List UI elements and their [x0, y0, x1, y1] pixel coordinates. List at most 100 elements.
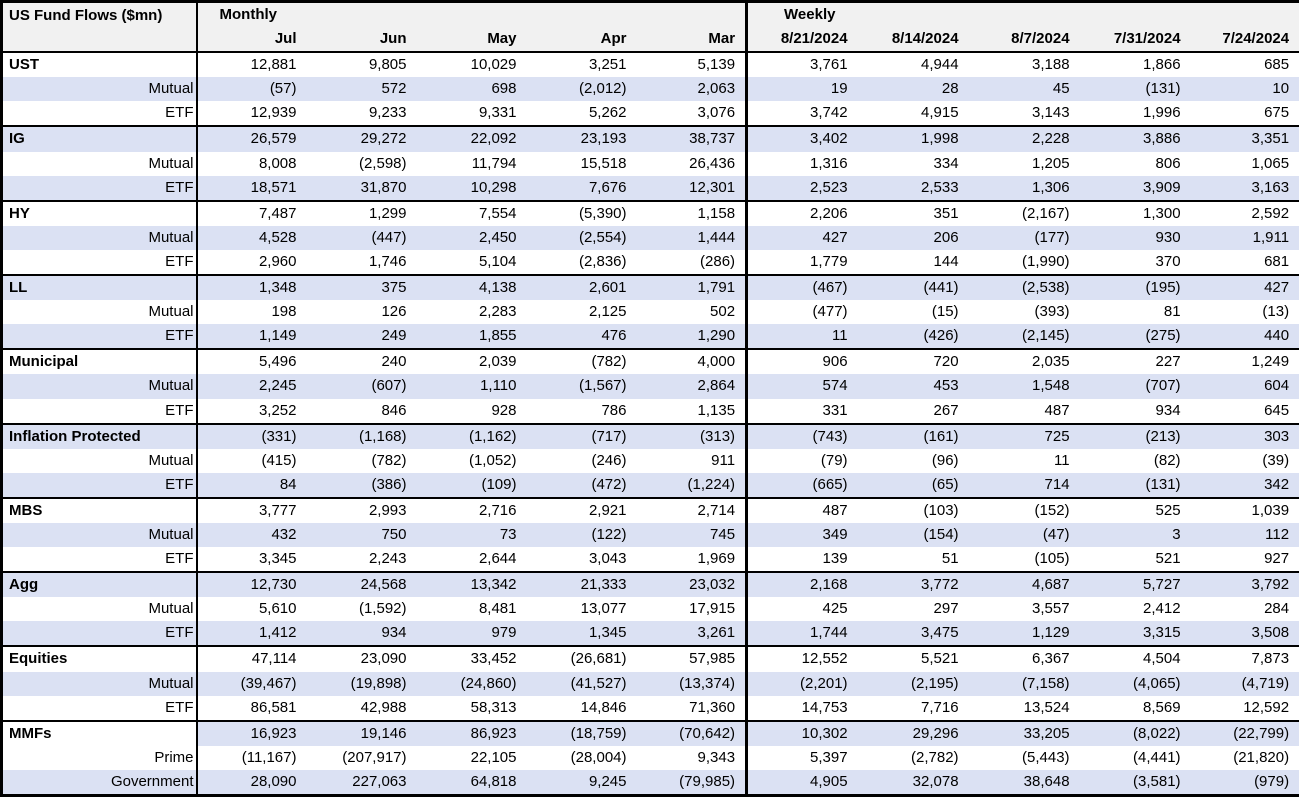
value-cell: 5,397 [747, 746, 858, 770]
value-cell: 58,313 [417, 696, 527, 721]
value-cell: 3,792 [1191, 572, 1299, 597]
value-cell: 10 [1191, 77, 1299, 101]
value-cell: (79,985) [637, 770, 747, 796]
value-cell: 604 [1191, 374, 1299, 398]
value-cell: 1,205 [969, 152, 1080, 176]
value-cell: (82) [1080, 449, 1191, 473]
value-cell: (467) [747, 275, 858, 300]
value-cell: (39,467) [197, 672, 307, 696]
value-cell: 1,299 [307, 201, 417, 226]
value-cell: 3,909 [1080, 176, 1191, 201]
value-cell: 1,290 [637, 324, 747, 349]
value-cell: (18,759) [527, 721, 637, 746]
value-cell: 249 [307, 324, 417, 349]
header-row-sections: US Fund Flows ($mn) Monthly Weekly [2, 2, 1299, 28]
sub-label: ETF [2, 621, 197, 646]
value-cell: 1,548 [969, 374, 1080, 398]
value-cell: 3,475 [858, 621, 969, 646]
value-cell: 12,301 [637, 176, 747, 201]
value-cell: 5,262 [527, 101, 637, 126]
value-cell: 3,261 [637, 621, 747, 646]
value-cell: 11 [747, 324, 858, 349]
group-label: MBS [2, 498, 197, 523]
value-cell: (782) [527, 349, 637, 374]
value-cell: (207,917) [307, 746, 417, 770]
value-cell: (21,820) [1191, 746, 1299, 770]
value-cell: 4,504 [1080, 646, 1191, 671]
value-cell: 144 [858, 250, 969, 275]
value-cell: 720 [858, 349, 969, 374]
value-cell: (131) [1080, 77, 1191, 101]
row-inflation-protected-mutual: Mutual(415)(782)(1,052)(246)911(79)(96)1… [2, 449, 1299, 473]
sub-label: ETF [2, 547, 197, 572]
value-cell: 8,569 [1080, 696, 1191, 721]
value-cell: 3,043 [527, 547, 637, 572]
value-cell: 3,351 [1191, 126, 1299, 151]
sub-label: ETF [2, 176, 197, 201]
value-cell: (707) [1080, 374, 1191, 398]
value-cell: (441) [858, 275, 969, 300]
value-cell: 7,873 [1191, 646, 1299, 671]
value-cell: 2,921 [527, 498, 637, 523]
value-cell: 2,714 [637, 498, 747, 523]
sub-label: ETF [2, 324, 197, 349]
value-cell: 8,481 [417, 597, 527, 621]
value-cell: 1,158 [637, 201, 747, 226]
value-cell: (665) [747, 473, 858, 498]
value-cell: 38,648 [969, 770, 1080, 796]
value-cell: 7,676 [527, 176, 637, 201]
value-cell: (8,022) [1080, 721, 1191, 746]
value-cell: (3,581) [1080, 770, 1191, 796]
value-cell: (2,195) [858, 672, 969, 696]
value-cell: 4,905 [747, 770, 858, 796]
value-cell: 3,557 [969, 597, 1080, 621]
value-cell: 572 [307, 77, 417, 101]
value-cell: 806 [1080, 152, 1191, 176]
value-cell: (2,598) [307, 152, 417, 176]
value-cell: 71,360 [637, 696, 747, 721]
section-label-weekly: Weekly [747, 2, 1299, 28]
value-cell: 574 [747, 374, 858, 398]
value-cell: 2,450 [417, 226, 527, 250]
sub-label: Mutual [2, 77, 197, 101]
value-cell: (275) [1080, 324, 1191, 349]
value-cell: (717) [527, 424, 637, 449]
value-cell: 33,452 [417, 646, 527, 671]
value-cell: 750 [307, 523, 417, 547]
value-cell: 502 [637, 300, 747, 324]
value-cell: (331) [197, 424, 307, 449]
column-header-7-31-2024: 7/31/2024 [1080, 27, 1191, 52]
value-cell: 3,402 [747, 126, 858, 151]
value-cell: 906 [747, 349, 858, 374]
value-cell: 1,135 [637, 399, 747, 424]
value-cell: 227,063 [307, 770, 417, 796]
group-label: LL [2, 275, 197, 300]
value-cell: 4,000 [637, 349, 747, 374]
value-cell: 3,076 [637, 101, 747, 126]
sub-label: Mutual [2, 300, 197, 324]
value-cell: 14,753 [747, 696, 858, 721]
value-cell: 1,911 [1191, 226, 1299, 250]
value-cell: 29,296 [858, 721, 969, 746]
value-cell: (13,374) [637, 672, 747, 696]
value-cell: 427 [1191, 275, 1299, 300]
value-cell: (28,004) [527, 746, 637, 770]
value-cell: 73 [417, 523, 527, 547]
sub-label: Prime [2, 746, 197, 770]
value-cell: 12,592 [1191, 696, 1299, 721]
value-cell: 2,716 [417, 498, 527, 523]
value-cell: (5,443) [969, 746, 1080, 770]
value-cell: 16,923 [197, 721, 307, 746]
group-label: HY [2, 201, 197, 226]
value-cell: (1,052) [417, 449, 527, 473]
value-cell: 206 [858, 226, 969, 250]
value-cell: 23,032 [637, 572, 747, 597]
sub-label: ETF [2, 473, 197, 498]
value-cell: (1,592) [307, 597, 417, 621]
value-cell: 370 [1080, 250, 1191, 275]
column-header-mar: Mar [637, 27, 747, 52]
